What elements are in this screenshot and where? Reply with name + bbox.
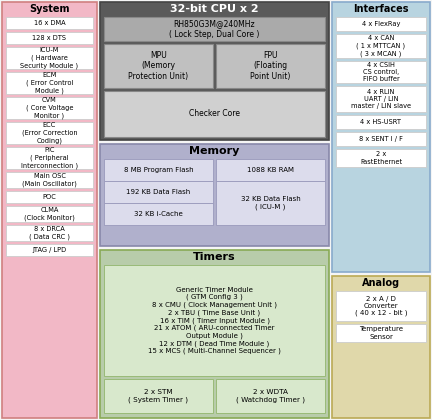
Bar (6, 72, 93, 94)
Bar (332, 2, 430, 272)
Bar (104, 265, 325, 376)
Bar (2, 2, 97, 418)
Bar (104, 379, 213, 413)
Text: ECM
( Error Control
Module ): ECM ( Error Control Module ) (26, 72, 73, 94)
Bar (336, 61, 426, 83)
Text: 2 x WDTA
( Watchdog Timer ): 2 x WDTA ( Watchdog Timer ) (236, 389, 305, 403)
Bar (104, 44, 213, 88)
Text: CLMA
(Clock Monitor): CLMA (Clock Monitor) (24, 207, 75, 221)
Bar (332, 276, 430, 418)
Bar (336, 324, 426, 342)
Text: PIC
( Peripheral
Interconnection ): PIC ( Peripheral Interconnection ) (21, 147, 78, 169)
Text: 4 x RLIN
UART / LIN
master / LIN slave: 4 x RLIN UART / LIN master / LIN slave (351, 89, 411, 109)
Bar (336, 291, 426, 321)
Text: Timers: Timers (193, 252, 236, 262)
Text: 8 x DRCA
( Data CRC ): 8 x DRCA ( Data CRC ) (29, 226, 70, 240)
Text: 32 KB i-Cache: 32 KB i-Cache (134, 211, 183, 217)
Bar (336, 34, 426, 58)
Bar (6, 206, 93, 222)
Bar (104, 159, 213, 181)
Text: 8 x SENT I / F: 8 x SENT I / F (359, 136, 403, 142)
Text: MPU
(Memory
Protection Unit): MPU (Memory Protection Unit) (128, 51, 188, 81)
Bar (6, 172, 93, 188)
Bar (104, 91, 325, 137)
Bar (104, 203, 213, 225)
Text: 4 x CAN
( 1 x MTTCAN )
( 3 x MCAN ): 4 x CAN ( 1 x MTTCAN ) ( 3 x MCAN ) (356, 35, 406, 57)
Bar (100, 2, 329, 140)
Bar (104, 181, 213, 203)
Text: 32-bit CPU x 2: 32-bit CPU x 2 (170, 5, 259, 15)
Text: 2 x A / D
Converter
( 40 x 12 - bit ): 2 x A / D Converter ( 40 x 12 - bit ) (355, 296, 407, 317)
Bar (6, 147, 93, 169)
Text: 2 x
FastEthernet: 2 x FastEthernet (360, 151, 402, 165)
Text: 192 KB Data Flash: 192 KB Data Flash (127, 189, 191, 195)
Text: CVM
( Core Voltage
Monitor ): CVM ( Core Voltage Monitor ) (26, 97, 73, 119)
Bar (336, 115, 426, 129)
Text: FPU
(Floating
Point Unit): FPU (Floating Point Unit) (250, 51, 291, 81)
Bar (6, 47, 93, 69)
Bar (216, 159, 325, 181)
Bar (6, 244, 93, 256)
Bar (6, 32, 93, 44)
Bar (336, 149, 426, 167)
Text: System: System (29, 5, 70, 15)
Text: 8 MB Program Flash: 8 MB Program Flash (124, 167, 193, 173)
Text: 4 x CSIH
CS control,
FIFO buffer: 4 x CSIH CS control, FIFO buffer (362, 62, 399, 82)
Text: 1088 KB RAM: 1088 KB RAM (247, 167, 294, 173)
Bar (6, 97, 93, 119)
Text: Temperature
Sensor: Temperature Sensor (359, 326, 403, 340)
Text: ECC
(Error Correction
Coding): ECC (Error Correction Coding) (22, 122, 77, 144)
Text: RH850G3M@240MHz
( Lock Step, Dual Core ): RH850G3M@240MHz ( Lock Step, Dual Core ) (169, 19, 260, 39)
Bar (100, 144, 329, 246)
Text: Checker Core: Checker Core (189, 110, 240, 118)
Text: 4 x HS-USRT: 4 x HS-USRT (360, 119, 401, 125)
Text: 32 KB Data Flash
( ICU-M ): 32 KB Data Flash ( ICU-M ) (241, 196, 300, 210)
Bar (104, 17, 325, 41)
Text: 128 x DTS: 128 x DTS (32, 35, 67, 41)
Text: Main OSC
(Main Oscillator): Main OSC (Main Oscillator) (22, 173, 77, 187)
Bar (6, 122, 93, 144)
Bar (336, 17, 426, 31)
Text: ICU-M
( Hardware
Security Module ): ICU-M ( Hardware Security Module ) (20, 47, 79, 69)
Bar (6, 191, 93, 203)
Text: JTAG / LPD: JTAG / LPD (32, 247, 67, 253)
Text: Interfaces: Interfaces (353, 5, 409, 15)
Text: Analog: Analog (362, 278, 400, 289)
Text: 16 x DMA: 16 x DMA (34, 20, 65, 26)
Bar (336, 86, 426, 112)
Bar (6, 17, 93, 29)
Text: POC: POC (43, 194, 57, 200)
Bar (100, 250, 329, 418)
Bar (336, 132, 426, 146)
Bar (216, 379, 325, 413)
Text: Memory: Memory (189, 147, 240, 157)
Bar (216, 44, 325, 88)
Text: Generic Timer Module
( GTM Config 3 )
8 x CMU ( Clock Management Unit )
2 x TBU : Generic Timer Module ( GTM Config 3 ) 8 … (148, 286, 281, 354)
Text: 4 x FlexRay: 4 x FlexRay (362, 21, 400, 27)
Bar (6, 225, 93, 241)
Text: 2 x STM
( System Timer ): 2 x STM ( System Timer ) (128, 389, 188, 403)
Bar (216, 181, 325, 225)
